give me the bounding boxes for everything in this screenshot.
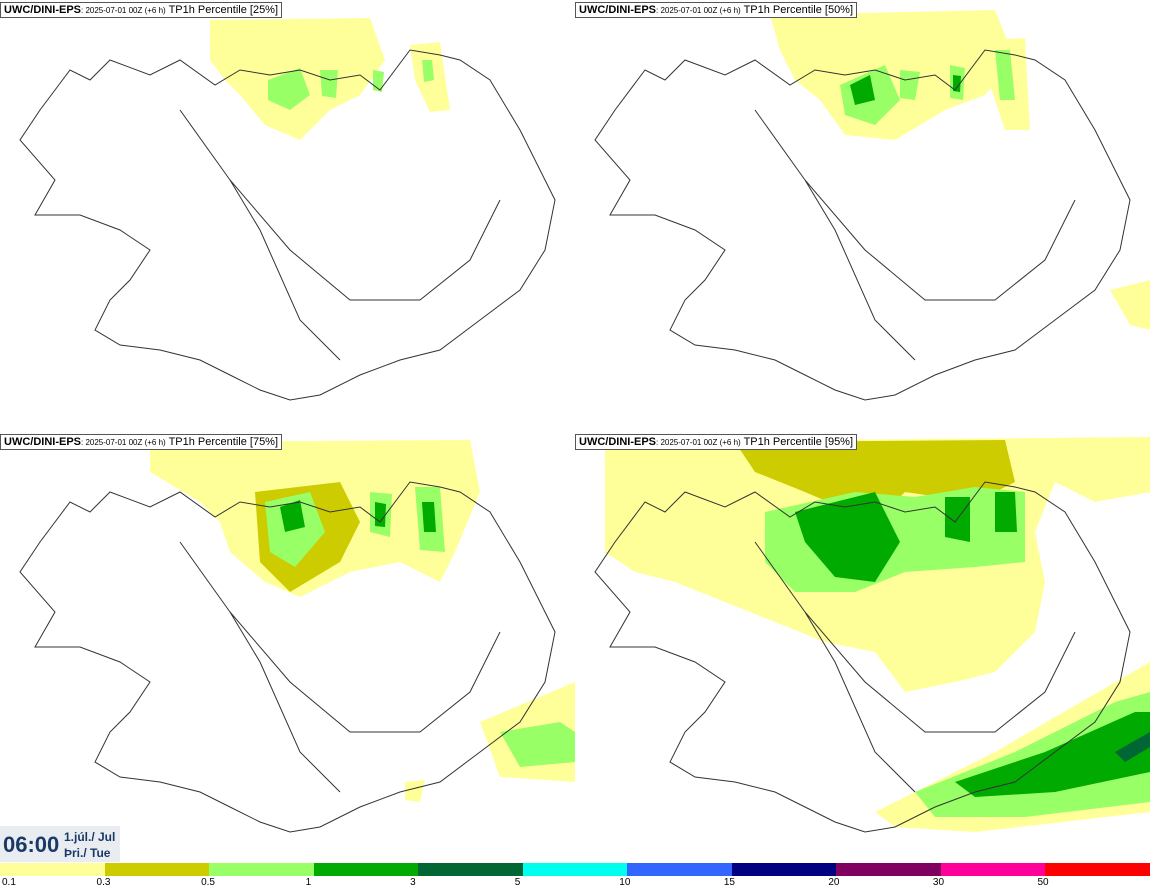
parameter-label: TP1h Percentile [75%] bbox=[165, 436, 279, 448]
legend-swatch bbox=[940, 863, 1046, 876]
legend-tick-label: 0.1 bbox=[2, 877, 16, 888]
panel-title: UWC/DINI-EPS: 2025-07-01 00Z (+6 h) TP1h… bbox=[0, 2, 283, 18]
map-panel-p95: UWC/DINI-EPS: 2025-07-01 00Z (+6 h) TP1h… bbox=[575, 432, 1150, 862]
legend-swatch bbox=[522, 863, 628, 876]
legend-tick-label: 30 bbox=[932, 877, 945, 888]
valid-weekday: Þri./ Tue bbox=[64, 846, 111, 860]
parameter-label: TP1h Percentile [25%] bbox=[165, 4, 279, 16]
valid-hour: 06:00 bbox=[3, 832, 60, 857]
iceland-outline bbox=[19, 481, 556, 833]
map-panel-p50: UWC/DINI-EPS: 2025-07-01 00Z (+6 h) TP1h… bbox=[575, 0, 1150, 430]
legend-tick-label: 1 bbox=[305, 877, 312, 888]
legend-tick-label: 50 bbox=[1037, 877, 1049, 888]
run-info: : 2025-07-01 00Z (+6 h) bbox=[656, 6, 741, 15]
legend-tick-label: 15 bbox=[723, 877, 735, 888]
parameter-label: TP1h Percentile [95%] bbox=[740, 436, 854, 448]
legend-swatch bbox=[418, 863, 524, 876]
precip-map-p75 bbox=[19, 440, 575, 833]
iceland-outline bbox=[19, 49, 556, 401]
legend-swatch bbox=[627, 863, 733, 876]
map-panel-p25: UWC/DINI-EPS: 2025-07-01 00Z (+6 h) TP1h… bbox=[0, 0, 575, 430]
legend-tick-label: 0.3 bbox=[96, 877, 111, 888]
valid-time-box: 06:00 1.júl./ Jul Þri./ Tue bbox=[0, 826, 120, 862]
legend-swatch bbox=[0, 863, 106, 876]
legend-tick-label: 20 bbox=[828, 877, 840, 888]
precip-map-p25 bbox=[19, 18, 556, 401]
model-name: UWC/DINI-EPS bbox=[4, 4, 81, 16]
model-name: UWC/DINI-EPS bbox=[579, 4, 656, 16]
precip-field bbox=[210, 18, 450, 140]
legend-swatch bbox=[209, 863, 315, 876]
model-name: UWC/DINI-EPS bbox=[579, 436, 656, 448]
run-info: : 2025-07-01 00Z (+6 h) bbox=[81, 6, 166, 15]
model-name: UWC/DINI-EPS bbox=[4, 436, 81, 448]
precip-field bbox=[605, 437, 1150, 832]
legend-tick-label: 10 bbox=[619, 877, 631, 888]
legend-tick-label: 5 bbox=[514, 877, 521, 888]
iceland-outline bbox=[594, 49, 1131, 401]
legend-swatch bbox=[104, 863, 210, 876]
precip-map-p50 bbox=[594, 10, 1150, 401]
legend-tick-label: 3 bbox=[410, 877, 416, 888]
legend-swatch bbox=[836, 863, 942, 876]
run-info: : 2025-07-01 00Z (+6 h) bbox=[656, 438, 741, 447]
run-info: : 2025-07-01 00Z (+6 h) bbox=[81, 438, 166, 447]
legend-tick-label: 0.5 bbox=[201, 877, 215, 888]
color-legend: 0.1 0.3 0.5 1 3 5 10 15 20 30 50 bbox=[0, 863, 1150, 891]
precip-map-p95 bbox=[594, 437, 1150, 833]
map-panel-p75: UWC/DINI-EPS: 2025-07-01 00Z (+6 h) TP1h… bbox=[0, 432, 575, 862]
valid-date: 1.júl./ Jul bbox=[64, 830, 116, 844]
legend-swatch bbox=[731, 863, 837, 876]
panel-title: UWC/DINI-EPS: 2025-07-01 00Z (+6 h) TP1h… bbox=[0, 434, 283, 450]
parameter-label: TP1h Percentile [50%] bbox=[740, 4, 854, 16]
precip-field bbox=[770, 10, 1150, 330]
legend-swatch bbox=[313, 863, 419, 876]
panel-title: UWC/DINI-EPS: 2025-07-01 00Z (+6 h) TP1h… bbox=[575, 434, 858, 450]
precip-field bbox=[150, 440, 575, 802]
panel-title: UWC/DINI-EPS: 2025-07-01 00Z (+6 h) TP1h… bbox=[575, 2, 858, 18]
legend-swatch bbox=[1045, 863, 1150, 876]
iceland-outline bbox=[594, 481, 1131, 833]
